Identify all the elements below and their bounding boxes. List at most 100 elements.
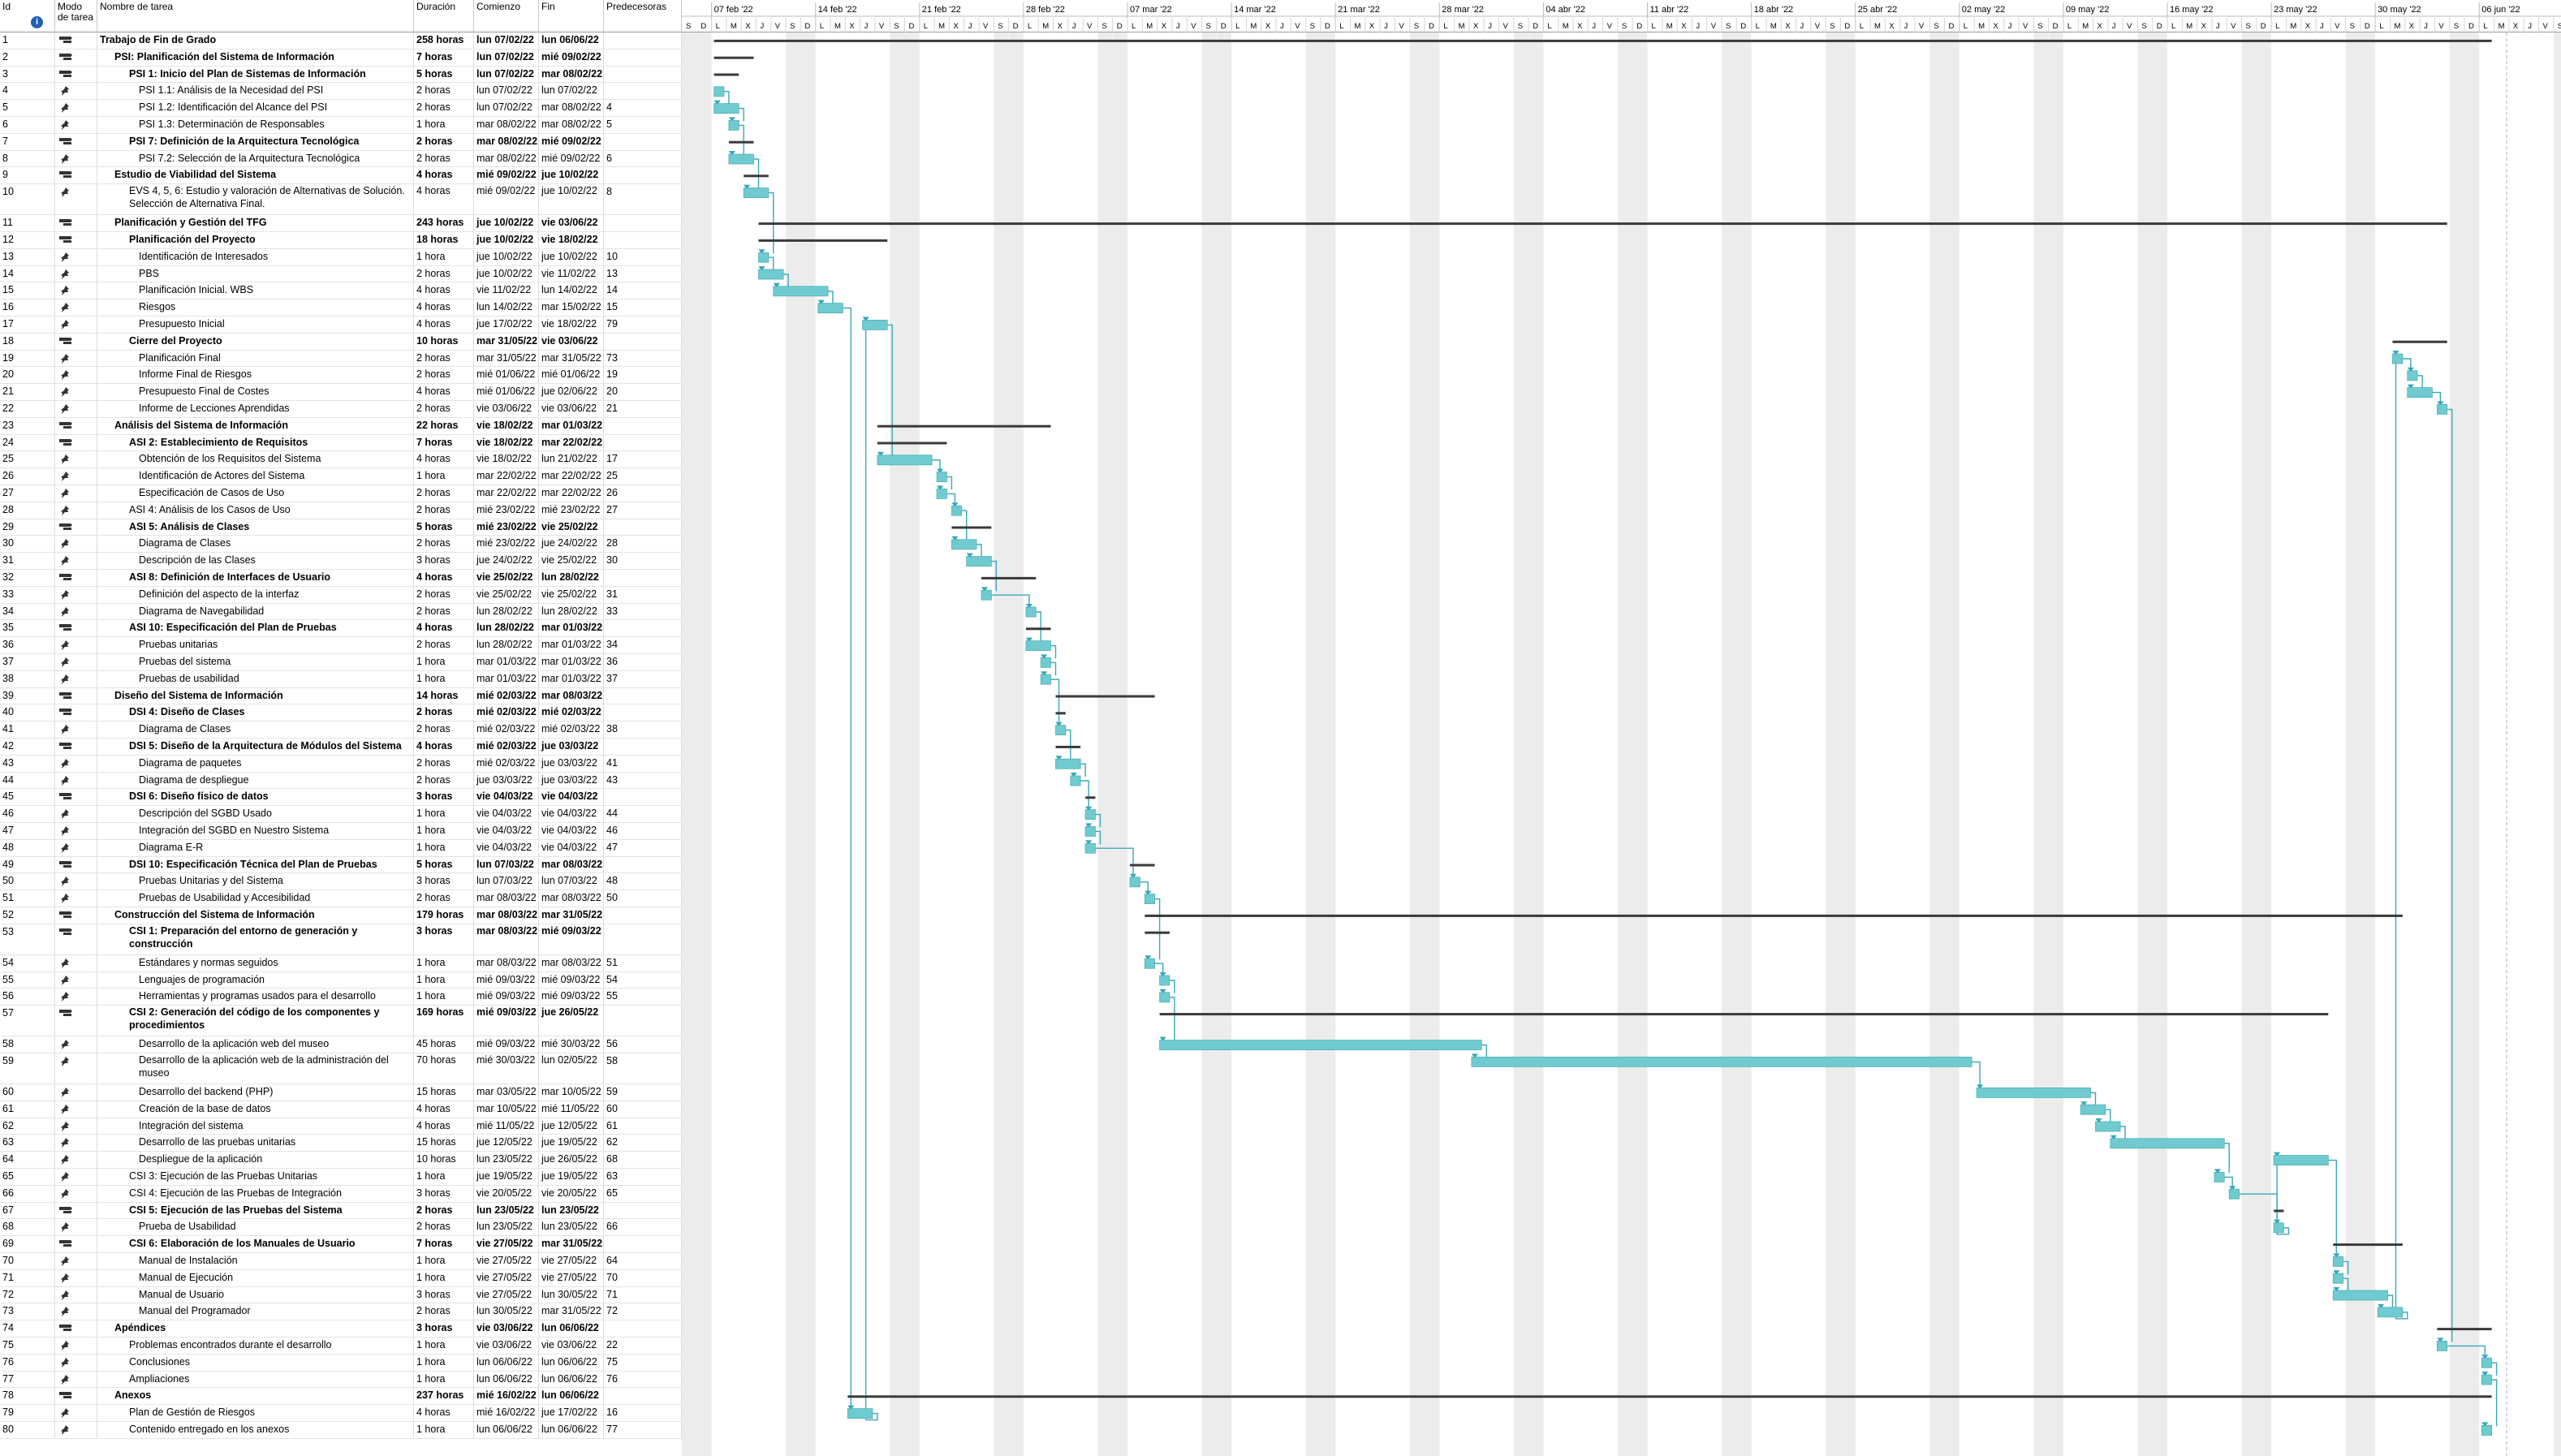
task-start[interactable]: mar 10/05/22 xyxy=(474,1101,539,1118)
task-duration[interactable]: 1 hora xyxy=(414,971,474,989)
task-start[interactable]: mié 09/03/22 xyxy=(474,989,539,1006)
task-start[interactable]: mar 22/02/22 xyxy=(474,485,539,502)
task-row[interactable]: 39 Diseño del Sistema de Información 14 ho… xyxy=(0,687,682,705)
task-id[interactable]: 19 xyxy=(0,350,55,367)
task-id[interactable]: 14 xyxy=(0,265,55,282)
task-id[interactable]: 16 xyxy=(0,299,55,316)
task-duration[interactable]: 179 horas xyxy=(414,907,474,924)
task-duration[interactable]: 7 horas xyxy=(414,49,474,66)
task-predecessors[interactable] xyxy=(604,570,682,586)
task-name[interactable]: PSI 1.2: Identificación del Alcance del … xyxy=(97,100,414,116)
task-end[interactable]: vie 04/03/22 xyxy=(539,823,604,839)
task-duration[interactable]: 4 horas xyxy=(414,299,474,316)
task-start[interactable]: lun 06/06/22 xyxy=(474,1354,539,1371)
task-row[interactable]: 20 Informe Final de Riesgos 2 horas mié 01/… xyxy=(0,367,682,385)
task-mode-cell[interactable] xyxy=(55,367,97,384)
task-end[interactable]: lun 07/03/22 xyxy=(539,873,604,890)
task-duration[interactable]: 1 hora xyxy=(414,670,474,687)
task-id[interactable]: 73 xyxy=(0,1303,55,1320)
task-mode-cell[interactable] xyxy=(55,704,97,722)
task-predecessors[interactable] xyxy=(604,49,682,66)
task-id[interactable]: 74 xyxy=(0,1320,55,1337)
task-mode-cell[interactable] xyxy=(55,468,97,485)
task-mode-cell[interactable] xyxy=(55,434,97,451)
task-id[interactable]: 13 xyxy=(0,248,55,265)
task-duration[interactable]: 169 horas xyxy=(414,1006,474,1036)
task-start[interactable]: mar 08/03/22 xyxy=(474,907,539,924)
task-mode-cell[interactable] xyxy=(55,1084,97,1101)
task-row[interactable]: 17 Presupuesto Inicial 4 horas jue 17/02/22… xyxy=(0,317,682,334)
task-duration[interactable]: 237 horas xyxy=(414,1388,474,1405)
task-end[interactable]: mié 02/03/22 xyxy=(539,722,604,738)
task-duration[interactable]: 10 horas xyxy=(414,1152,474,1168)
task-duration[interactable]: 4 horas xyxy=(414,167,474,184)
task-name[interactable]: Descripción del SGBD Usado xyxy=(97,806,414,822)
task-duration[interactable]: 3 horas xyxy=(414,1320,474,1337)
task-end[interactable]: mar 08/02/22 xyxy=(539,117,604,133)
task-predecessors[interactable]: 62 xyxy=(604,1135,682,1152)
task-duration[interactable]: 2 horas xyxy=(414,755,474,772)
task-id[interactable]: 43 xyxy=(0,755,55,772)
task-start[interactable]: mié 02/03/22 xyxy=(474,739,539,755)
task-mode-cell[interactable] xyxy=(55,117,97,133)
task-row[interactable]: 73 Manual del Programador 2 horas lun 30/05… xyxy=(0,1303,682,1321)
task-start[interactable]: lun 23/05/22 xyxy=(474,1202,539,1219)
task-mode-cell[interactable] xyxy=(55,485,97,502)
task-end[interactable]: mar 08/03/22 xyxy=(539,954,604,971)
task-name[interactable]: Herramientas y programas usados para el … xyxy=(97,989,414,1006)
task-start[interactable]: vie 11/02/22 xyxy=(474,282,539,299)
task-row[interactable]: 4 PSI 1.1: Análisis de la Necesidad del P… xyxy=(0,83,682,101)
task-start[interactable]: mar 08/02/22 xyxy=(474,133,539,150)
task-id[interactable]: 2 xyxy=(0,49,55,66)
task-row[interactable]: 62 Integración del sistema 4 horas mié 11/0… xyxy=(0,1118,682,1135)
task-mode-cell[interactable] xyxy=(55,954,97,971)
task-row[interactable]: 25 Obtención de los Requisitos del Sistem… xyxy=(0,451,682,469)
task-start[interactable]: vie 20/05/22 xyxy=(474,1185,539,1202)
task-predecessors[interactable]: 72 xyxy=(604,1303,682,1320)
task-mode-cell[interactable] xyxy=(55,1405,97,1421)
task-id[interactable]: 11 xyxy=(0,215,55,231)
task-name[interactable]: ASI 8: Definición de Interfaces de Usuar… xyxy=(97,570,414,586)
task-name[interactable]: PSI 1.1: Análisis de la Necesidad del PS… xyxy=(97,83,414,100)
task-id[interactable]: 26 xyxy=(0,468,55,485)
task-start[interactable]: mié 09/02/22 xyxy=(474,167,539,184)
task-start[interactable]: mié 23/02/22 xyxy=(474,519,539,536)
task-id[interactable]: 50 xyxy=(0,873,55,890)
task-start[interactable]: mié 09/02/22 xyxy=(474,184,539,215)
task-row[interactable]: 37 Pruebas del sistema 1 hora mar 01/03/22 m… xyxy=(0,654,682,671)
task-mode-cell[interactable] xyxy=(55,248,97,265)
task-predecessors[interactable] xyxy=(604,434,682,451)
task-predecessors[interactable] xyxy=(604,907,682,924)
task-mode-cell[interactable] xyxy=(55,570,97,586)
task-row[interactable]: 74 Apéndices 3 horas vie 03/06/22 lun 06/06/… xyxy=(0,1320,682,1338)
task-id[interactable]: 28 xyxy=(0,502,55,519)
task-start[interactable]: vie 04/03/22 xyxy=(474,806,539,822)
task-start[interactable]: mar 03/05/22 xyxy=(474,1084,539,1101)
task-duration[interactable]: 2 horas xyxy=(414,1303,474,1320)
task-row[interactable]: 80 Contenido entregado en los anexos 1 hor… xyxy=(0,1422,682,1439)
task-duration[interactable]: 2 horas xyxy=(414,586,474,603)
task-row[interactable]: 9 Estudio de Viabilidad del Sistema 4 hora… xyxy=(0,167,682,185)
task-start[interactable]: vie 25/02/22 xyxy=(474,570,539,586)
task-duration[interactable]: 7 horas xyxy=(414,1236,474,1252)
task-name[interactable]: Estándares y normas seguidos xyxy=(97,954,414,971)
task-duration[interactable]: 3 horas xyxy=(414,1286,474,1303)
task-id[interactable]: 17 xyxy=(0,317,55,333)
task-mode-cell[interactable] xyxy=(55,553,97,569)
task-id[interactable]: 22 xyxy=(0,401,55,417)
task-row[interactable]: 47 Integración del SGBD en Nuestro Sistem… xyxy=(0,823,682,840)
task-row[interactable]: 51 Pruebas de Usabilidad y Accesibilidad 2… xyxy=(0,890,682,907)
task-duration[interactable]: 2 horas xyxy=(414,401,474,417)
task-row[interactable]: 27 Especificación de Casos de Uso 2 horas m… xyxy=(0,485,682,502)
task-end[interactable]: jue 26/05/22 xyxy=(539,1152,604,1168)
task-row[interactable]: 7 PSI 7: Definición de la Arquitectura Te… xyxy=(0,133,682,151)
task-name[interactable]: Diseño del Sistema de Información xyxy=(97,687,414,704)
task-predecessors[interactable]: 17 xyxy=(604,451,682,468)
task-id[interactable]: 65 xyxy=(0,1169,55,1185)
task-predecessors[interactable] xyxy=(604,66,682,83)
task-predecessors[interactable]: 37 xyxy=(604,670,682,687)
task-name[interactable]: Manual de Ejecución xyxy=(97,1269,414,1286)
task-id[interactable]: 3 xyxy=(0,66,55,83)
task-start[interactable]: mar 08/03/22 xyxy=(474,954,539,971)
task-duration[interactable]: 3 horas xyxy=(414,553,474,569)
